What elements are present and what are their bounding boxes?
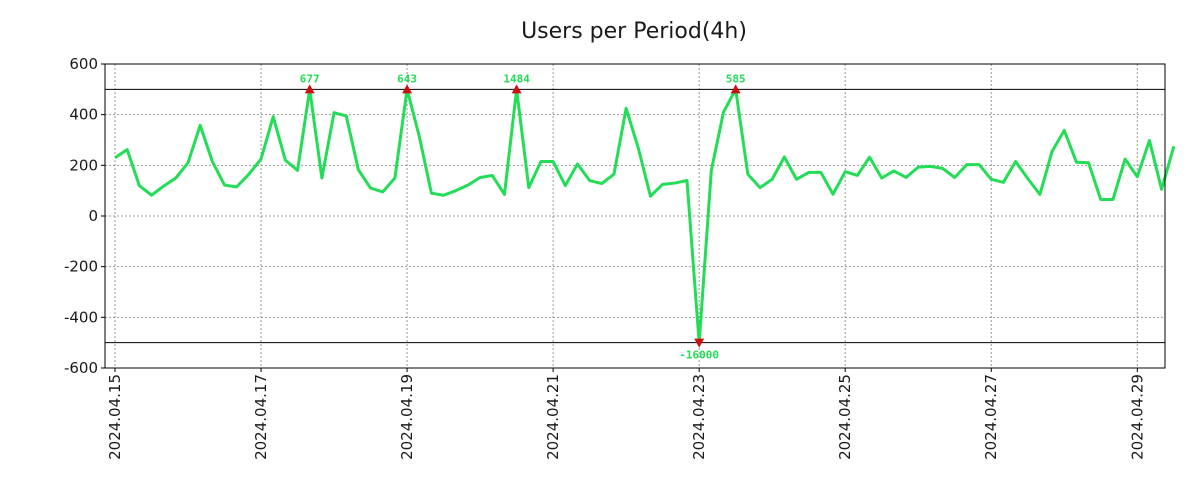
x-tick-label: 2024.04.21 <box>544 374 562 460</box>
x-tick-label: 2024.04.27 <box>982 374 1000 460</box>
data-label: 1484 <box>503 72 530 85</box>
outlier-marker <box>730 84 741 94</box>
series-layer <box>114 87 1176 345</box>
annotation-markers: 677 643 1484 -16000 585 <box>300 72 746 361</box>
outlier-marker <box>304 84 315 94</box>
y-axis-ticks: 600 400 200 0 -200 -400 -600 <box>64 55 105 377</box>
chart-title: Users per Period(4h) <box>521 19 747 44</box>
x-tick-label: 2024.04.25 <box>836 374 854 460</box>
series-line <box>114 87 1176 345</box>
x-tick-label: 2024.04.15 <box>106 374 124 460</box>
x-tick-label: 2024.04.17 <box>252 374 270 460</box>
data-label: 643 <box>397 72 417 85</box>
data-label: -16000 <box>679 349 719 362</box>
x-axis-ticks: 2024.04.15 2024.04.17 2024.04.19 2024.04.21… <box>106 368 1146 460</box>
outlier-marker <box>694 338 705 348</box>
y-tick-label: -200 <box>64 258 98 276</box>
y-tick-label: 0 <box>88 207 98 225</box>
x-tick-label: 2024.04.19 <box>398 374 416 460</box>
grid-layer <box>105 64 1165 368</box>
y-tick-label: -600 <box>64 359 98 377</box>
data-label: 677 <box>300 72 320 85</box>
outlier-marker <box>511 84 522 94</box>
outlier-marker <box>402 84 413 94</box>
x-tick-label: 2024.04.23 <box>690 374 708 460</box>
data-label: 585 <box>726 72 746 85</box>
x-tick-label: 2024.04.29 <box>1128 374 1146 460</box>
y-tick-label: 600 <box>69 55 98 73</box>
y-tick-label: -400 <box>64 308 98 326</box>
y-tick-label: 400 <box>69 106 98 124</box>
y-tick-label: 200 <box>69 156 98 174</box>
clip-lines <box>105 88 1165 344</box>
